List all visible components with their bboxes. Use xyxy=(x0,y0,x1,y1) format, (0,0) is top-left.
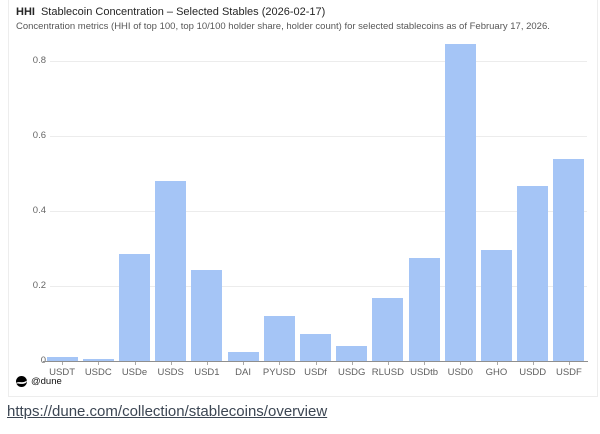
gridline-y xyxy=(50,286,587,287)
metric-label: HHI xyxy=(16,6,35,18)
x-axis-tick xyxy=(424,362,426,365)
x-axis-label-USD1: USD1 xyxy=(194,367,220,378)
bar-USDe[interactable] xyxy=(119,254,150,361)
x-axis-tick xyxy=(351,362,353,365)
x-axis-label-USDD: USDD xyxy=(519,367,547,378)
bar-USDC[interactable] xyxy=(82,358,114,361)
bar-RLUSD[interactable] xyxy=(372,298,404,361)
x-axis-label-USD0: USD0 xyxy=(447,367,473,378)
y-axis-tick-label: 0 xyxy=(9,356,46,366)
watermark-label: @dune xyxy=(31,376,62,387)
x-axis-label-USDtb: USDtb xyxy=(410,367,439,378)
bar-USDS[interactable] xyxy=(155,181,187,361)
bar-GHO[interactable] xyxy=(481,250,512,361)
bar-USDD[interactable] xyxy=(517,186,549,361)
gridline-y xyxy=(50,61,587,62)
bar-chart: 0 0.2 0.4 0.6 0.8 USDT USDC USDe USDS USD1 DAI PYUS… xyxy=(9,0,599,397)
x-axis-label-USDe: USDe xyxy=(121,367,148,378)
bar-USDtb[interactable] xyxy=(408,257,440,361)
gridline-y xyxy=(50,136,587,137)
x-axis-tick xyxy=(315,362,317,365)
bar-DAI[interactable] xyxy=(227,352,259,361)
x-axis-label-GHO: GHO xyxy=(485,367,508,378)
x-axis-tick xyxy=(496,362,498,365)
x-axis-label-USDf: USDf xyxy=(304,367,327,378)
source-url-link[interactable]: https://dune.com/collection/stablecoins/… xyxy=(7,403,328,420)
x-axis-tick xyxy=(206,362,208,365)
y-axis-tick-label: 0.8 xyxy=(32,55,46,66)
y-axis-tick-label: 0.6 xyxy=(32,130,46,141)
chart-title: HHI Stablecoin Concentration – Selected S… xyxy=(16,5,325,19)
chart-card: HHI Stablecoin Concentration – Selected S… xyxy=(8,0,598,397)
y-axis-tick-label: 0.2 xyxy=(32,280,46,291)
bar-USD1[interactable] xyxy=(191,270,223,361)
dune-logo-icon xyxy=(16,376,27,387)
x-axis-label-USDT: USDT xyxy=(49,367,76,378)
x-axis-tick xyxy=(460,362,462,365)
bar-USDT[interactable] xyxy=(46,356,78,361)
bar-PYUSD[interactable] xyxy=(263,316,295,361)
y-axis-tick-label: 0.4 xyxy=(32,205,46,216)
x-axis-tick xyxy=(62,362,64,365)
x-axis-tick xyxy=(170,362,172,365)
x-axis-tick xyxy=(532,362,534,365)
bar-USDf[interactable] xyxy=(300,334,331,361)
x-axis-label-USDS: USDS xyxy=(157,367,184,378)
bar-USDF[interactable] xyxy=(553,158,585,361)
chart-title-text: Stablecoin Concentration – Selected Stab… xyxy=(40,6,326,18)
x-axis-label-USDG: USDG xyxy=(337,367,366,378)
gridline-y xyxy=(50,211,587,212)
x-axis-line xyxy=(43,361,588,362)
chart-subtitle: Concentration metrics (HHI of top 100, t… xyxy=(16,21,550,32)
x-axis-label-PYUSD: PYUSD xyxy=(262,367,296,378)
x-axis-label-USDF: USDF xyxy=(555,367,582,378)
x-axis-label-USDC: USDC xyxy=(84,367,112,378)
x-axis-tick xyxy=(387,362,389,365)
x-axis-tick xyxy=(134,362,136,365)
x-axis-tick xyxy=(568,362,570,365)
x-axis-tick xyxy=(243,362,245,365)
bar-USDG[interactable] xyxy=(336,346,368,361)
dune-watermark: @dune xyxy=(16,376,62,387)
x-axis-tick xyxy=(98,362,100,365)
x-axis-label-DAI: DAI xyxy=(235,367,252,378)
bar-USD0[interactable] xyxy=(444,44,476,361)
x-axis-tick xyxy=(279,362,281,365)
x-axis-label-RLUSD: RLUSD xyxy=(371,367,404,378)
